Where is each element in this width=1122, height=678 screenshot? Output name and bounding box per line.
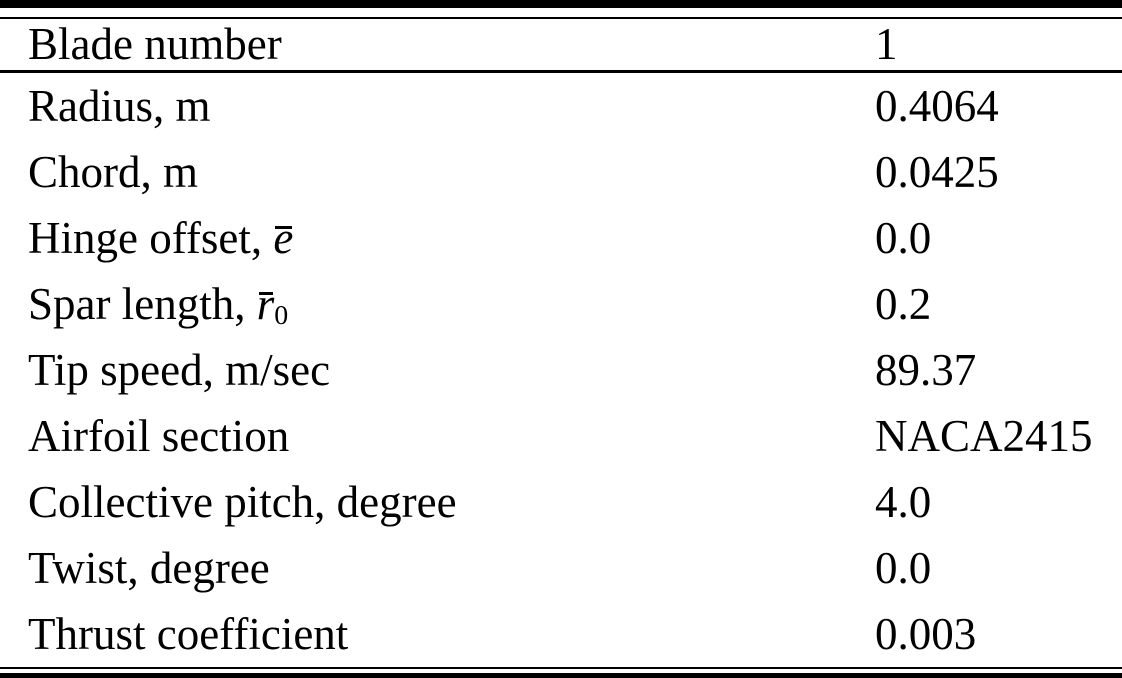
row-label: Tip speed, m/sec — [0, 344, 875, 395]
row-label-text: Hinge offset, — [28, 212, 274, 263]
row-label-text: Radius, m — [28, 80, 211, 131]
row-value: 89.37 — [875, 344, 977, 395]
row-value: 0.4064 — [875, 80, 999, 131]
header-separator-rule — [0, 70, 1122, 73]
row-label: Hinge offset, e — [0, 212, 875, 263]
table-row: Chord, m 0.0425 — [0, 139, 1122, 205]
row-label-text: Spar length, — [28, 278, 257, 329]
top-thin-rule — [0, 17, 1122, 19]
bottom-thin-rule — [0, 667, 1122, 669]
header-label: Blade number — [28, 19, 282, 69]
row-value: 0.003 — [875, 608, 977, 659]
bottom-thick-rule — [0, 673, 1122, 678]
top-rule-gap — [0, 8, 1122, 17]
row-label-text: Chord, m — [28, 146, 199, 197]
table-row: Radius, m 0.4064 — [0, 73, 1122, 139]
row-label: Spar length, r0 — [0, 278, 875, 329]
row-label-text: Collective pitch, degree — [28, 476, 457, 527]
row-label: Airfoil section — [0, 410, 875, 461]
row-label-text: Twist, degree — [28, 542, 270, 593]
row-value: 4.0 — [875, 476, 932, 527]
row-value: 0.2 — [875, 278, 932, 329]
row-value: 0.0425 — [875, 146, 999, 197]
overbar-symbol: r — [256, 278, 275, 329]
table-row: Tip speed, m/sec 89.37 — [0, 337, 1122, 403]
table-row: Collective pitch, degree 4.0 — [0, 469, 1122, 535]
table-header-row: Blade number 1 — [0, 19, 1122, 70]
table-row: Thrust coefficient 0.003 — [0, 601, 1122, 667]
row-label: Collective pitch, degree — [0, 476, 875, 527]
table-row: Spar length, r0 0.2 — [0, 271, 1122, 337]
row-value: 0.0 — [875, 212, 932, 263]
row-label-text: Tip speed, m/sec — [28, 344, 331, 395]
table-row: Twist, degree 0.0 — [0, 535, 1122, 601]
row-label-text: Airfoil section — [28, 410, 290, 461]
row-label-text: Thrust coefficient — [28, 608, 349, 659]
table-row: Hinge offset, e 0.0 — [0, 205, 1122, 271]
row-label: Thrust coefficient — [0, 608, 875, 659]
row-value: NACA2415 — [875, 410, 1093, 461]
row-value: 0.0 — [875, 542, 932, 593]
row-label: Radius, m — [0, 80, 875, 131]
symbol-subscript: 0 — [274, 299, 289, 331]
top-thick-rule — [0, 0, 1122, 8]
row-label: Twist, degree — [0, 542, 875, 593]
overbar-symbol: e — [273, 212, 294, 263]
header-value: 1 — [875, 19, 898, 69]
table-row: Airfoil section NACA2415 — [0, 403, 1122, 469]
row-label: Chord, m — [0, 146, 875, 197]
